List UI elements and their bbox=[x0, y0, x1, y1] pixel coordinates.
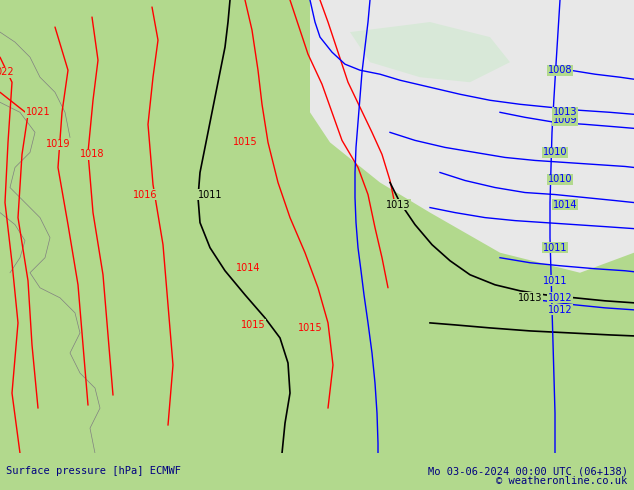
Text: 1014: 1014 bbox=[236, 263, 260, 273]
Text: 1010: 1010 bbox=[543, 147, 567, 157]
Text: 1010: 1010 bbox=[548, 174, 573, 185]
Text: 1015: 1015 bbox=[298, 323, 322, 333]
Text: 1008: 1008 bbox=[548, 65, 573, 75]
Text: 1013: 1013 bbox=[553, 107, 577, 117]
Text: © weatheronline.co.uk: © weatheronline.co.uk bbox=[496, 476, 628, 486]
Text: 1015: 1015 bbox=[241, 320, 265, 330]
Text: 1016: 1016 bbox=[133, 190, 157, 199]
Text: 1018: 1018 bbox=[80, 149, 104, 159]
Text: 1012: 1012 bbox=[548, 305, 573, 315]
Text: 1014: 1014 bbox=[553, 199, 577, 210]
Text: 1012: 1012 bbox=[548, 293, 573, 303]
Polygon shape bbox=[350, 22, 510, 82]
Text: 1009: 1009 bbox=[553, 115, 577, 125]
Text: 1019: 1019 bbox=[46, 139, 70, 149]
Text: 1013: 1013 bbox=[518, 293, 542, 303]
Text: Surface pressure [hPa] ECMWF: Surface pressure [hPa] ECMWF bbox=[6, 466, 181, 476]
Text: Mo 03-06-2024 00:00 UTC (06+138): Mo 03-06-2024 00:00 UTC (06+138) bbox=[428, 466, 628, 476]
Text: 022: 022 bbox=[0, 67, 15, 77]
Text: 1013: 1013 bbox=[385, 199, 410, 210]
Text: 1011: 1011 bbox=[543, 276, 567, 286]
Polygon shape bbox=[310, 0, 634, 273]
Text: 1011: 1011 bbox=[543, 243, 567, 253]
Text: 1011: 1011 bbox=[198, 190, 223, 199]
Text: 1021: 1021 bbox=[26, 107, 50, 117]
Text: 1015: 1015 bbox=[233, 137, 257, 147]
